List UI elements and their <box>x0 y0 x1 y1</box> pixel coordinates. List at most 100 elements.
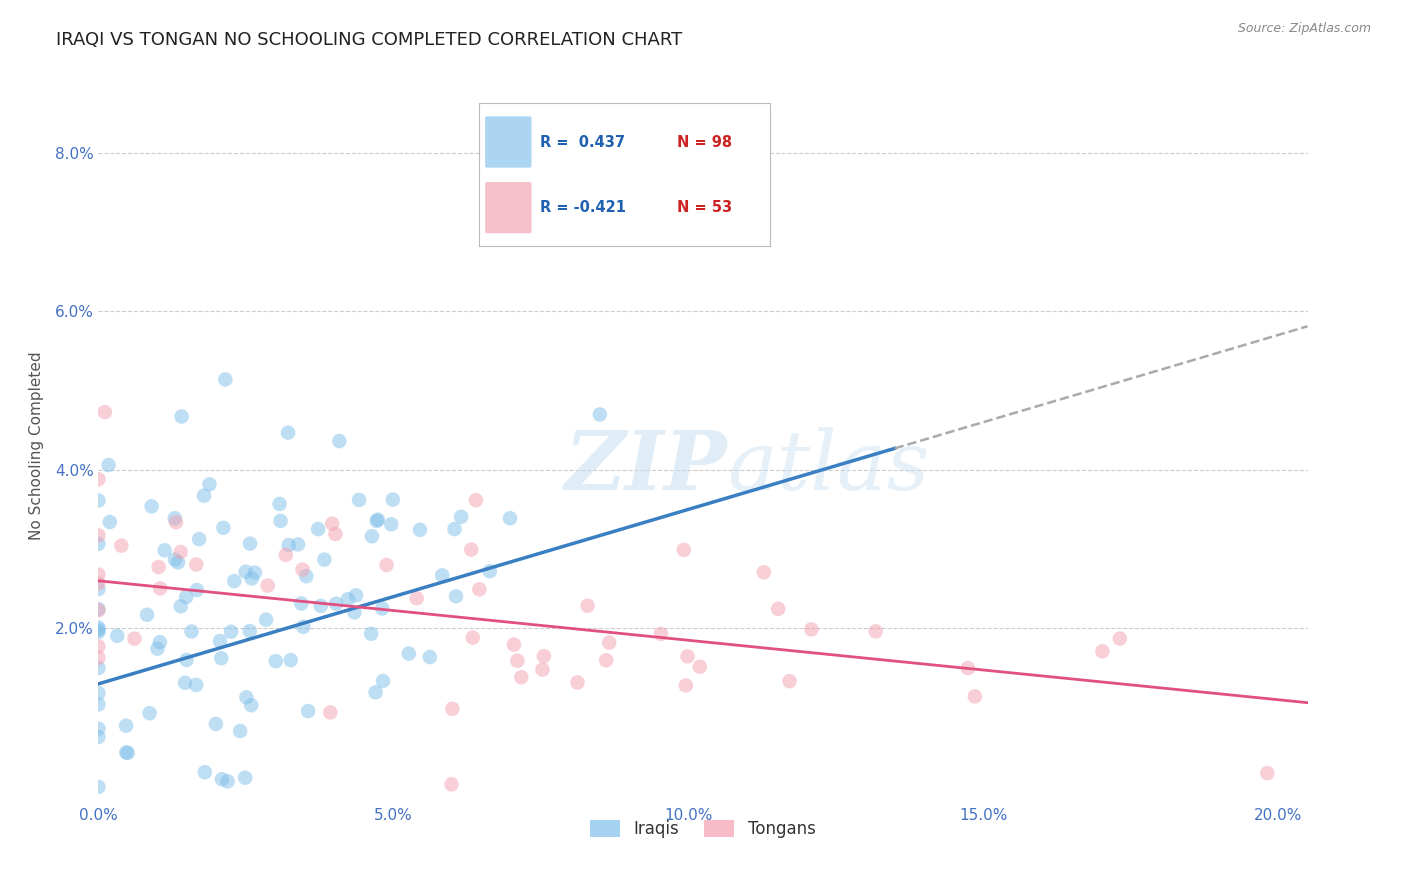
Text: Source: ZipAtlas.com: Source: ZipAtlas.com <box>1237 22 1371 36</box>
Point <box>212 521 235 535</box>
Point <box>176 653 198 667</box>
Point <box>595 653 617 667</box>
Point <box>208 634 231 648</box>
Point <box>461 631 484 645</box>
Point <box>117 746 139 760</box>
Point <box>319 706 342 720</box>
Point <box>468 582 491 597</box>
Point <box>254 613 277 627</box>
Point <box>361 529 384 543</box>
Point <box>675 678 697 692</box>
Point <box>138 706 160 721</box>
Point <box>235 690 257 705</box>
Point <box>292 620 315 634</box>
Point <box>105 629 128 643</box>
Point <box>87 698 110 712</box>
Point <box>364 685 387 699</box>
Point <box>235 565 257 579</box>
Point <box>239 536 262 550</box>
Point <box>87 650 110 665</box>
Point <box>180 624 202 639</box>
Point <box>229 724 252 739</box>
Point <box>576 599 599 613</box>
Point <box>94 405 117 419</box>
Point <box>188 532 211 546</box>
Point <box>211 772 233 787</box>
Point <box>325 597 347 611</box>
Point <box>344 588 367 602</box>
Point <box>87 640 110 654</box>
Point <box>371 601 394 615</box>
Point <box>766 602 789 616</box>
Point <box>198 477 221 491</box>
Point <box>87 582 110 596</box>
Text: IRAQI VS TONGAN NO SCHOOLING COMPLETED CORRELATION CHART: IRAQI VS TONGAN NO SCHOOLING COMPLETED C… <box>56 31 682 49</box>
Point <box>381 492 404 507</box>
Point <box>478 564 501 578</box>
Point <box>87 576 110 591</box>
Point <box>87 602 110 616</box>
Point <box>510 670 533 684</box>
Point <box>409 523 432 537</box>
Point <box>371 673 394 688</box>
Point <box>963 690 986 704</box>
Point <box>193 489 215 503</box>
Point <box>87 621 110 635</box>
Point <box>170 599 193 614</box>
Point <box>419 650 441 665</box>
Point <box>367 513 389 527</box>
Point <box>295 569 318 583</box>
Point <box>309 599 332 613</box>
Point <box>240 572 263 586</box>
Point <box>277 425 299 440</box>
Point <box>219 624 242 639</box>
Point <box>186 558 208 572</box>
Point <box>321 516 343 531</box>
Point <box>224 574 246 588</box>
Point <box>87 528 110 542</box>
Point <box>432 568 454 582</box>
Point <box>87 686 110 700</box>
Point <box>136 607 159 622</box>
Point <box>169 545 191 559</box>
Point <box>444 590 467 604</box>
Point <box>676 649 699 664</box>
Point <box>360 626 382 640</box>
Point <box>465 493 488 508</box>
Point <box>672 542 695 557</box>
Point <box>110 539 132 553</box>
Point <box>460 542 482 557</box>
Point <box>141 500 163 514</box>
Point <box>87 472 110 486</box>
Point <box>531 663 554 677</box>
Point <box>280 653 302 667</box>
Point <box>124 632 146 646</box>
Point <box>533 649 555 664</box>
Point <box>149 582 172 596</box>
Point <box>170 409 193 424</box>
Point <box>149 635 172 649</box>
Point <box>366 514 388 528</box>
Point <box>174 675 197 690</box>
Point <box>598 635 620 649</box>
Point <box>287 537 309 551</box>
Point <box>800 623 823 637</box>
Point <box>405 591 427 606</box>
Point <box>343 606 366 620</box>
Point <box>689 659 711 673</box>
Point <box>398 647 420 661</box>
Text: atlas: atlas <box>727 427 929 508</box>
Point <box>503 638 526 652</box>
Point <box>87 603 110 617</box>
Y-axis label: No Schooling Completed: No Schooling Completed <box>28 351 44 541</box>
Point <box>307 522 329 536</box>
Point <box>567 675 589 690</box>
Point <box>240 698 263 713</box>
Point <box>347 492 370 507</box>
Point <box>752 566 775 580</box>
Point <box>297 704 319 718</box>
Point <box>97 458 120 472</box>
Point <box>87 624 110 639</box>
Point <box>499 511 522 525</box>
Point <box>87 623 110 637</box>
